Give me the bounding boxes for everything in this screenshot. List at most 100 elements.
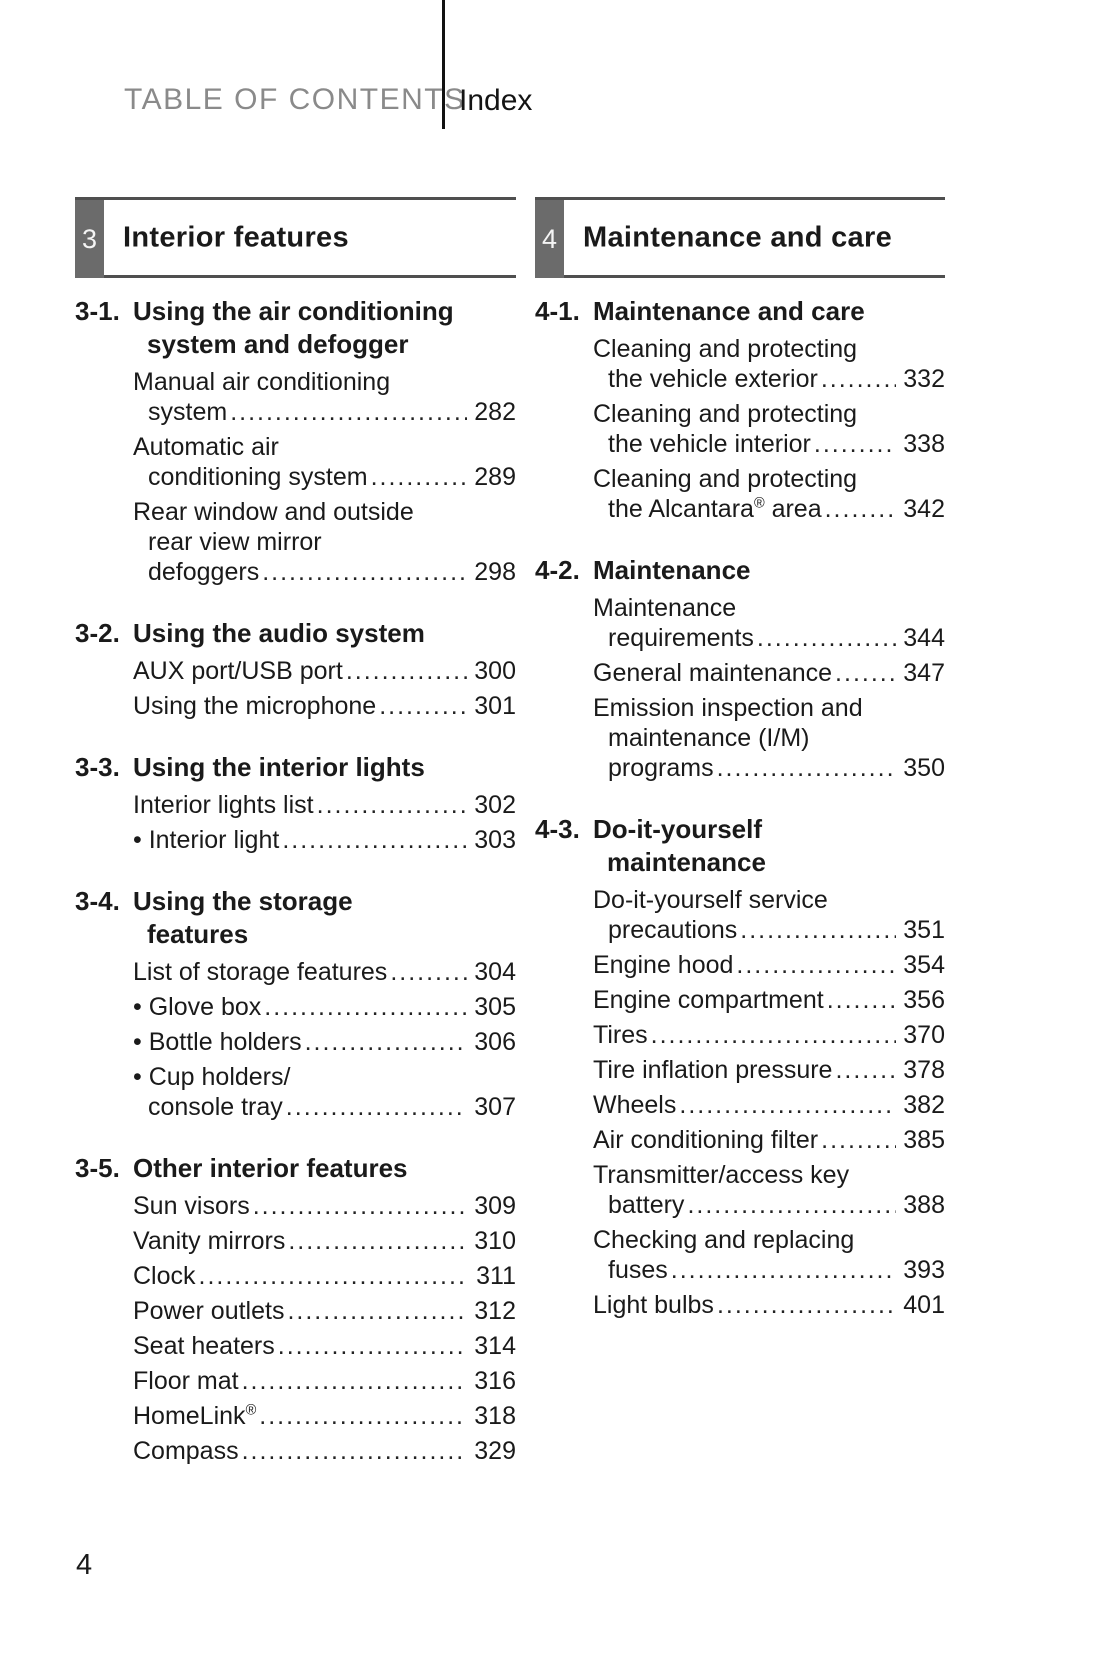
toc-entry-page: 347	[903, 659, 945, 687]
toc-entry[interactable]: Emission inspection and maintenance (I/M)…	[593, 693, 945, 783]
toc-section: 4-2.Maintenance Maintenancerequirements34…	[535, 554, 945, 783]
toc-entry[interactable]: Power outlets 312	[133, 1296, 516, 1326]
toc-entry-page: 338	[903, 430, 945, 458]
chapter-number-badge: 3	[75, 200, 104, 278]
dot-leader	[717, 1290, 896, 1320]
toc-entry-title: Automatic air	[133, 433, 279, 461]
toc-entry[interactable]: Interior lights list 302	[133, 790, 516, 820]
toc-entry-title: • Glove box	[133, 993, 262, 1021]
toc-entry-title: Power outlets	[133, 1297, 285, 1325]
toc-entry[interactable]: Tires 370	[593, 1020, 945, 1050]
toc-entry[interactable]: Engine hood 354	[593, 950, 945, 980]
toc-entry[interactable]: • Interior light 303	[133, 825, 516, 855]
toc-entry[interactable]: • Glove box 305	[133, 992, 516, 1022]
toc-entry[interactable]: Compass 329	[133, 1436, 516, 1466]
toc-section-heading: 4-1. Maintenance and care	[535, 295, 945, 328]
toc-entry-page: 303	[474, 826, 516, 854]
toc-column-maintenance-care: 4 Maintenance and care 4-1. Maintenance a…	[535, 197, 945, 1471]
toc-section-heading: 3-3. Using the interior lights	[75, 751, 516, 784]
toc-entry-title: List of storage features	[133, 958, 388, 986]
toc-entry[interactable]: • Bottle holders 306	[133, 1027, 516, 1057]
dot-leader	[740, 915, 896, 945]
toc-entry[interactable]: Cleaning and protecting the vehicle exter…	[593, 334, 945, 394]
toc-section: 3-5. Other interior features Sun visors 309…	[75, 1152, 516, 1466]
toc-entry[interactable]: Using the microphone 301	[133, 691, 516, 721]
toc-section-title: Using the storage features	[133, 886, 353, 949]
toc-entry-title: Do-it-yourself service	[593, 886, 828, 914]
chapter-title: Interior features	[123, 221, 349, 253]
dot-leader	[230, 397, 467, 427]
toc-entry[interactable]: Light bulbs 401	[593, 1290, 945, 1320]
toc-entry[interactable]: Engine compartment 356	[593, 985, 945, 1015]
chapter-sections: 4-1. Maintenance and care Cleaning and pro…	[535, 278, 945, 1320]
dot-leader	[687, 1190, 896, 1220]
toc-section-heading: 4-2. Maintenance	[535, 554, 945, 587]
toc-entry-page: 305	[474, 993, 516, 1021]
toc-entry-title: Transmitter/access key	[593, 1161, 850, 1189]
toc-entry-title: Interior lights list	[133, 791, 314, 819]
toc-entry[interactable]: Rear window and outside rear view mirror d…	[133, 497, 516, 587]
toc-entry[interactable]: Seat heaters 314	[133, 1331, 516, 1361]
dot-leader	[371, 462, 468, 492]
toc-section-heading: 3-5. Other interior features	[75, 1152, 516, 1185]
toc-entry-page: 311	[476, 1262, 516, 1290]
toc-entry-page: 309	[474, 1192, 516, 1220]
toc-entry-title: Maintenance	[593, 594, 737, 622]
toc-entry[interactable]: HomeLink® 318	[133, 1401, 516, 1431]
toc-column-interior-features: 3 Interior features 3-1. Using the air co…	[75, 197, 516, 1471]
toc-entry-page: 307	[474, 1093, 516, 1121]
toc-section-number: 3-4.	[75, 886, 120, 916]
toc-entry-title: Vanity mirrors	[133, 1227, 286, 1255]
toc-entry[interactable]: Floor mat 316	[133, 1366, 516, 1396]
toc-entry[interactable]: Wheels 382	[593, 1090, 945, 1120]
toc-entry[interactable]: Clock 311	[133, 1261, 516, 1291]
toc-section-number: 3-1.	[75, 296, 120, 326]
toc-entry-title: battery	[608, 1191, 685, 1219]
toc-entry-page: 354	[903, 951, 945, 979]
toc-entry[interactable]: General maintenance 347	[593, 658, 945, 688]
toc-entry[interactable]: • Cup holders/console tray 307	[133, 1062, 516, 1122]
toc-entry-page: 378	[903, 1056, 945, 1084]
toc-entry-title: Floor mat	[133, 1367, 239, 1395]
toc-entry-page: 350	[903, 754, 945, 782]
toc-entry-title: Wheels	[593, 1091, 677, 1119]
toc-entry-title: Checking and replacing	[593, 1226, 855, 1254]
toc-entry-title: • Interior light	[133, 826, 280, 854]
toc-entry-page: 310	[474, 1227, 516, 1255]
toc-entry[interactable]: Vanity mirrors 310	[133, 1226, 516, 1256]
toc-entry-title: Tire inflation pressure	[593, 1056, 833, 1084]
toc-section-title: Do-it-yourself maintenance	[593, 814, 766, 877]
toc-entry-title: Engine compartment	[593, 986, 824, 1014]
toc-entries: List of storage features 304 • Glove box 30…	[75, 957, 516, 1122]
dot-leader	[821, 1125, 896, 1155]
toc-entry[interactable]: Air conditioning filter 385	[593, 1125, 945, 1155]
toc-entry-title: HomeLink®	[133, 1402, 257, 1430]
toc-entry-title: • Cup holders/	[133, 1063, 291, 1091]
toc-entry[interactable]: List of storage features 304	[133, 957, 516, 987]
toc-section: 3-1. Using the air conditioning system and…	[75, 295, 516, 587]
toc-section-number: 3-2.	[75, 618, 120, 648]
toc-entry-title: maintenance (I/M)	[608, 724, 810, 752]
toc-entry[interactable]: Cleaning and protecting the Alcantara® ar…	[593, 464, 945, 524]
toc-entry-page: 302	[474, 791, 516, 819]
toc-entry-page: 304	[474, 958, 516, 986]
toc-entry[interactable]: AUX port/USB port 300	[133, 656, 516, 686]
toc-entry[interactable]: Sun visors 309	[133, 1191, 516, 1221]
toc-entry-title: programs	[608, 754, 714, 782]
toc-entry-title: Clock	[133, 1262, 196, 1290]
dot-leader	[259, 1401, 467, 1431]
toc-entry[interactable]: Cleaning and protecting the vehicle inter…	[593, 399, 945, 459]
toc-entry-page: 300	[474, 657, 516, 685]
toc-entry-title: • Bottle holders	[133, 1028, 302, 1056]
toc-entry-title: Using the microphone	[133, 692, 377, 720]
toc-entries: Interior lights list 302 • Interior light 3…	[75, 790, 516, 855]
toc-section: 4-1. Maintenance and care Cleaning and pro…	[535, 295, 945, 524]
toc-entry[interactable]: Tire inflation pressure 378	[593, 1055, 945, 1085]
